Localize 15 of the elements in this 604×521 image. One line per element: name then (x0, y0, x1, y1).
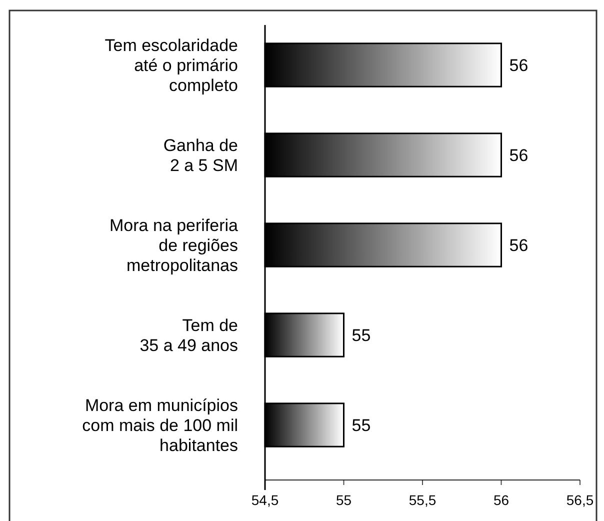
data-label: 56 (509, 236, 528, 255)
x-tick-label: 55 (336, 492, 352, 508)
x-tick-label: 56 (493, 492, 510, 508)
data-label: 56 (509, 146, 528, 165)
y-tick-label: Mora em municípios com mais de 100 mil habitantes (82, 396, 238, 455)
data-label: 55 (352, 326, 371, 345)
y-tick-label: Mora na periferia de regiões metropolitanas (109, 216, 239, 275)
x-tick-label: 56,5 (566, 492, 594, 508)
y-tick-label: Tem escolaridade até o primário completo (104, 36, 238, 95)
data-label: 55 (352, 416, 371, 435)
x-tick-label: 55,5 (408, 492, 436, 508)
y-tick-label: Tem de 35 a 49 anos (140, 316, 238, 355)
y-tick-label: Ganha de 2 a 5 SM (163, 136, 238, 175)
data-label: 56 (509, 56, 528, 75)
x-tick-label: 54,5 (251, 492, 279, 508)
